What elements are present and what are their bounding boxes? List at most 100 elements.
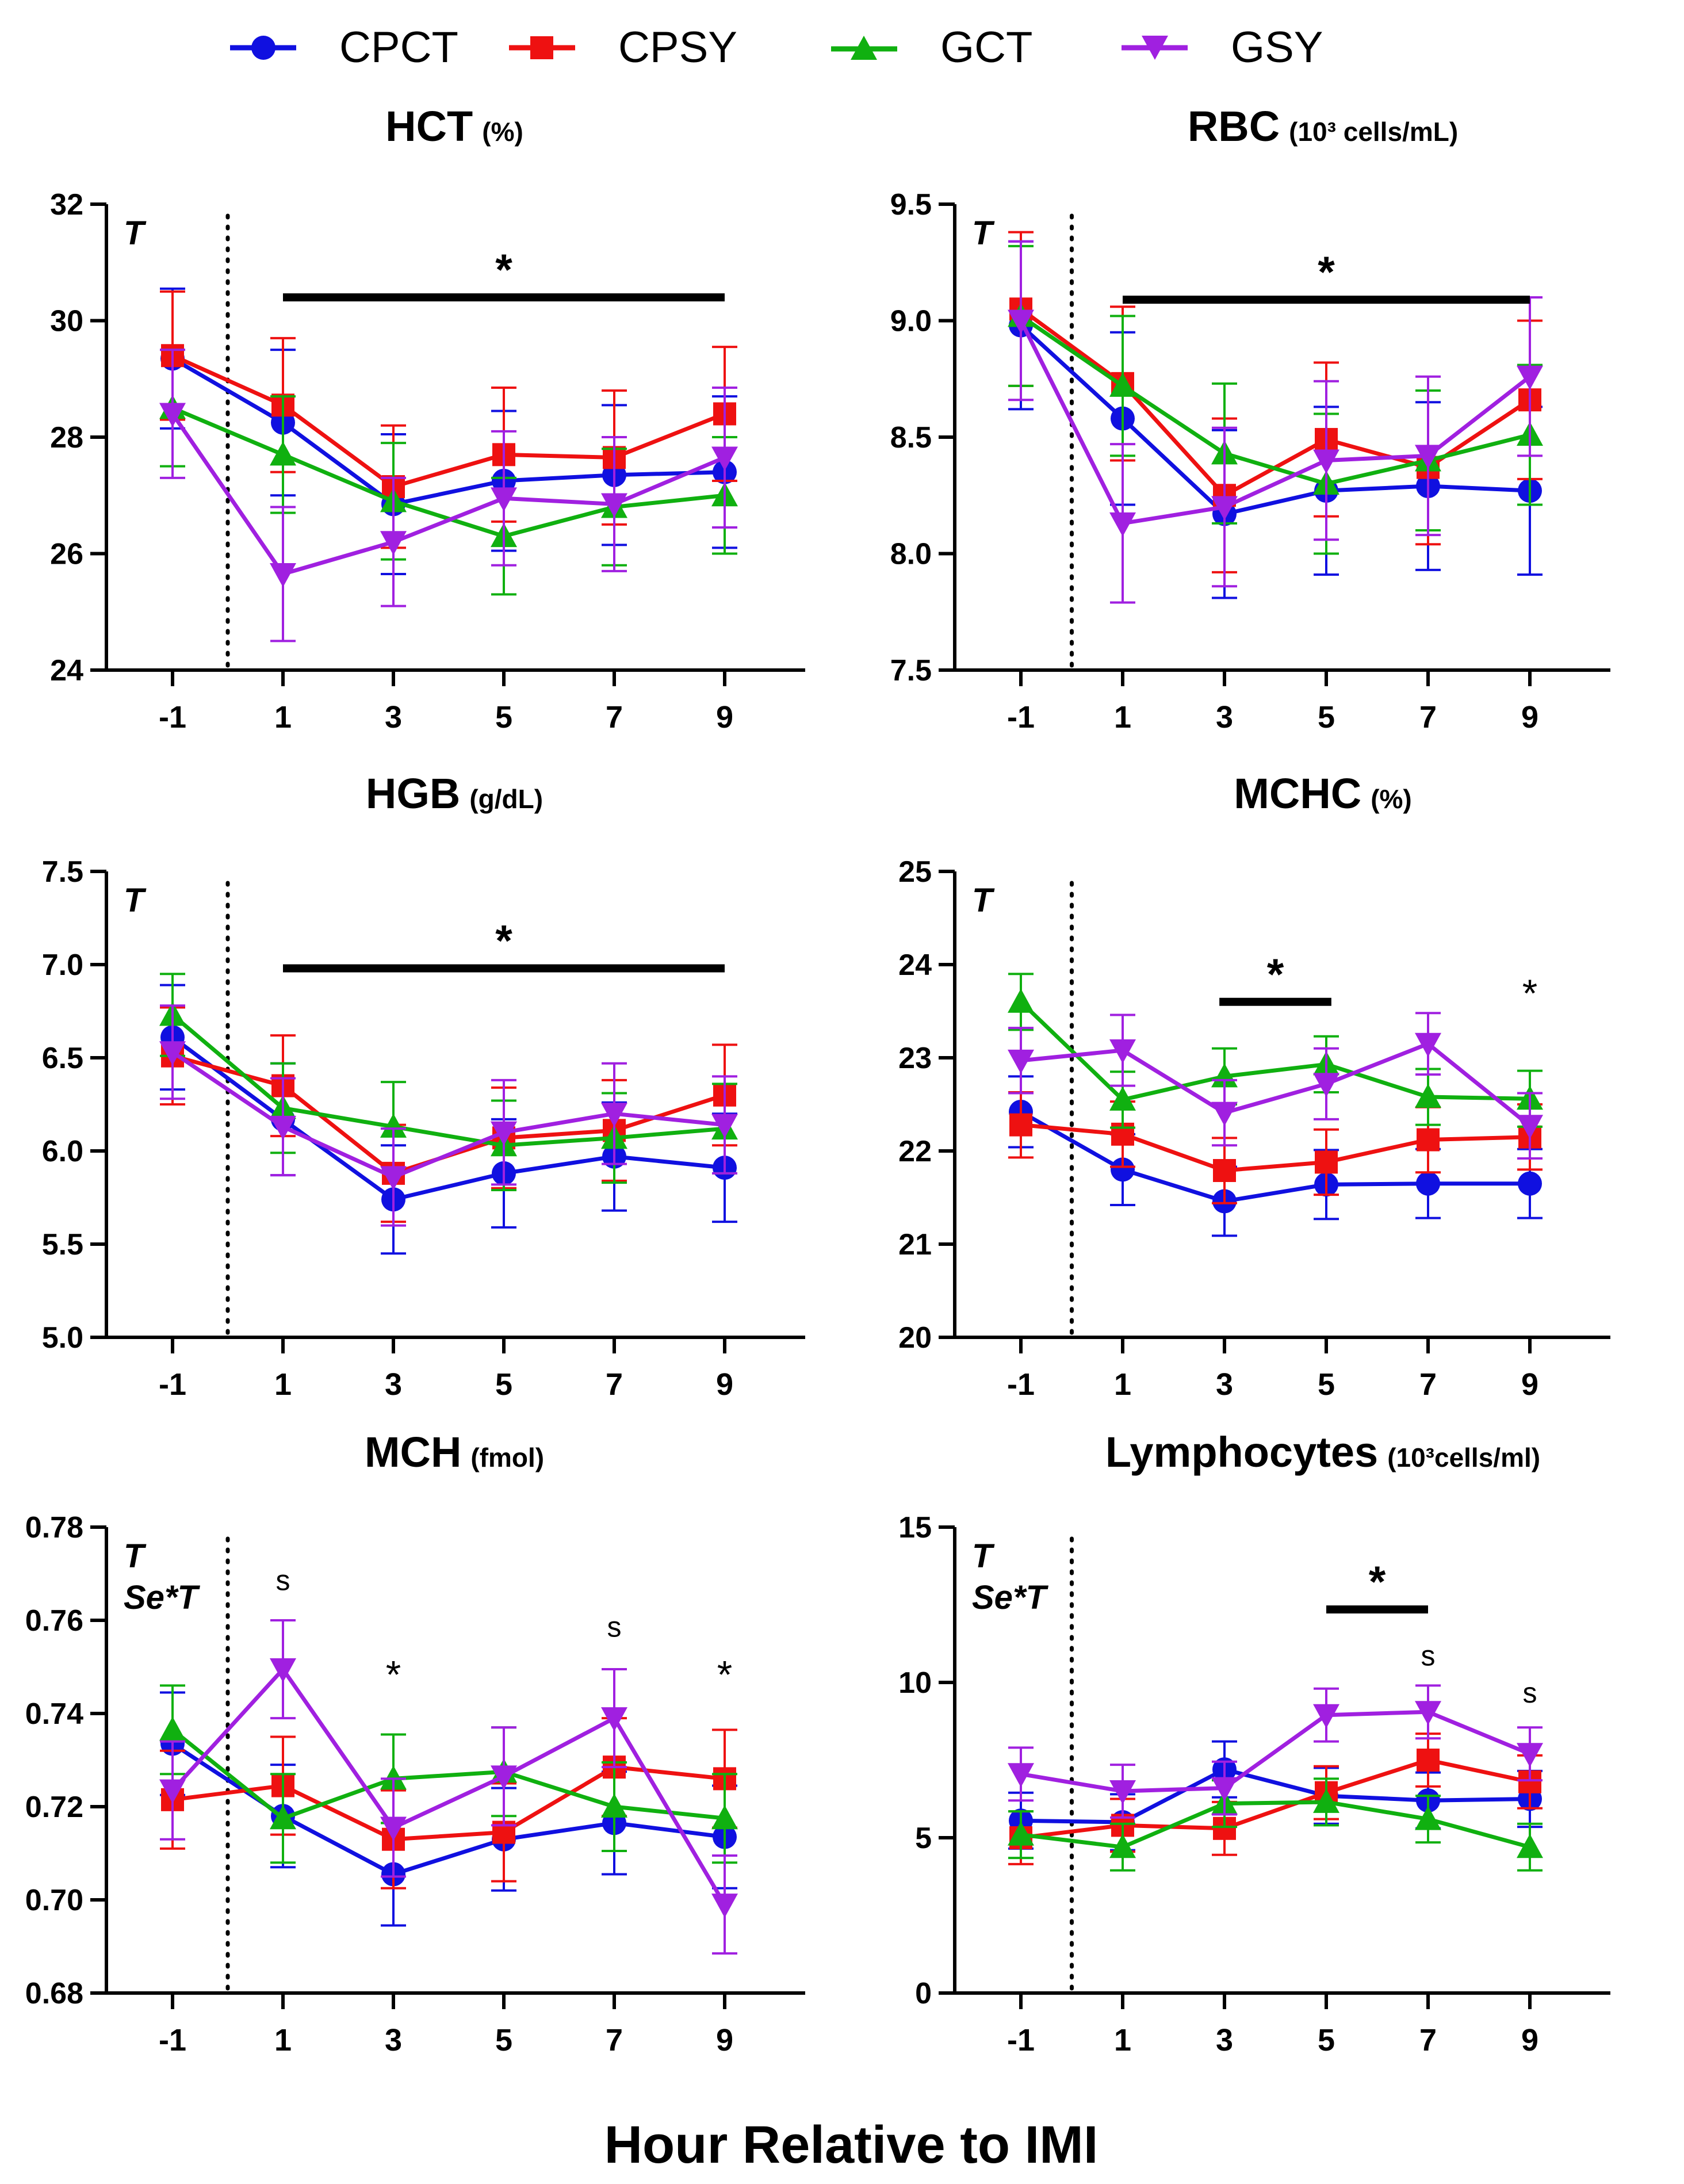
effect-label: T [972,1537,995,1575]
series-cpsy [1008,1091,1543,1204]
x-tick-label: 3 [1216,1367,1233,1402]
panel-mch: MCH (fmol) 0.68 0.70 0.72 0.74 0.76 0.78 -1 1 3 5 7 9… [25,1428,805,2057]
panel-title-unit: (g/dL) [469,784,543,814]
data-point [1517,1834,1543,1858]
panel-hct: HCT (%) 24 26 28 30 32 -1 1 3 5 7 9 T * [50,102,805,735]
panel-title-main: MCHC [1234,770,1361,817]
series-line [171,357,725,506]
x-tick-label: 5 [495,2023,512,2057]
x-tick-label: 7 [1419,1367,1437,1402]
legend-item-cpct: CPCT [230,23,458,72]
panel-title-main: Lymphocytes [1105,1428,1378,1476]
data-point [159,1779,186,1804]
significance-mark: s [1523,1677,1537,1709]
data-point [1008,988,1034,1013]
effect-label: T [124,1537,147,1575]
y-tick-label: 0.72 [25,1791,83,1824]
data-point [1415,445,1441,469]
legend-item-cpsy: CPSY [509,23,737,72]
effect-label: Se*T [972,1579,1049,1616]
y-tick-label: 23 [898,1042,932,1075]
data-point [1211,1101,1238,1126]
x-tick-label: 3 [385,2023,402,2057]
x-tick-label: 7 [1419,700,1437,735]
series-gsy [159,1619,738,1955]
series-line [171,412,726,576]
panel-title: Lymphocytes (10³cells/ml) [1105,1428,1540,1476]
y-tick-label: 0.76 [25,1604,83,1638]
data-point [159,1041,186,1066]
series-gsy [159,349,738,642]
x-tick-label: 5 [1318,700,1335,735]
series-line [171,1013,725,1148]
x-tick-label: 9 [1521,2023,1538,2057]
panel-title-main: HCT [385,102,473,150]
data-point [270,1115,296,1140]
data-point [1313,1073,1339,1097]
x-tick-label: 3 [1216,2023,1233,2057]
series-gct [1008,1777,1543,1872]
series-line [1020,1110,1530,1203]
panel-title: HCT (%) [385,102,523,150]
series-gsy [159,1004,738,1227]
data-point [1415,1806,1441,1830]
y-tick-label: 21 [898,1228,932,1261]
y-tick-label: 9.0 [890,305,932,338]
legend-label-cpsy: CPSY [618,23,737,72]
series-cpsy [160,1006,737,1223]
panel-title-unit: (%) [482,117,523,147]
x-tick-label: 7 [606,1367,623,1402]
series-line [1020,1767,1530,1825]
figure-xlabel: Hour Relative to IMI [604,2116,1099,2174]
y-tick-label: 15 [898,1511,932,1544]
x-tick-label: 7 [1419,2023,1437,2057]
y-tick-label: 32 [50,188,83,221]
x-tick-label: 7 [606,700,623,735]
effect-label: T [124,882,147,919]
data-point [1313,1788,1339,1813]
y-tick-label: 9.5 [890,188,932,221]
x-tick-label: 1 [274,1367,292,1402]
data-point [380,1113,407,1138]
significance-mark: * [717,1653,732,1696]
x-tick-label: 3 [1216,700,1233,735]
series-gsy [1008,1684,1543,1819]
panel-title: HGB (g/dL) [366,770,543,817]
data-point [1109,1086,1136,1111]
series-line [1020,1709,1531,1793]
x-tick-label: 9 [1521,700,1538,735]
y-tick-label: 24 [50,654,83,687]
series-line [1019,1000,1530,1102]
x-tick-label: -1 [1007,2023,1035,2057]
data-point [380,1816,407,1841]
x-tick-label: 5 [1318,2023,1335,2057]
significance-label: * [1318,248,1335,297]
series-cpsy [160,290,737,549]
x-tick-label: -1 [159,2023,186,2057]
y-tick-label: 28 [50,421,83,454]
data-point [1315,1150,1338,1174]
data-point [270,1805,296,1830]
data-point [1111,1157,1135,1182]
legend-item-gct: GCT [831,23,1032,72]
data-point [159,403,186,427]
data-point [491,487,517,512]
panel-title-main: RBC [1188,102,1280,150]
series-cpsy [1008,231,1543,573]
data-point [1211,1063,1238,1088]
data-point [1517,1743,1543,1768]
panel-title: RBC (10³ cells/mL) [1188,102,1458,150]
series-line [171,354,726,489]
data-point [270,563,296,587]
panel-title: MCHC (%) [1234,770,1412,817]
data-point [1417,1128,1440,1152]
data-point [159,1716,186,1741]
series-cpct [1008,1740,1543,1852]
data-point [601,1793,627,1818]
data-point [1518,1171,1542,1196]
series-line [1020,1123,1530,1173]
data-point [711,446,738,471]
x-tick-label: -1 [1007,1367,1035,1402]
legend-marker-gct [851,36,877,60]
data-point [1415,1084,1441,1108]
